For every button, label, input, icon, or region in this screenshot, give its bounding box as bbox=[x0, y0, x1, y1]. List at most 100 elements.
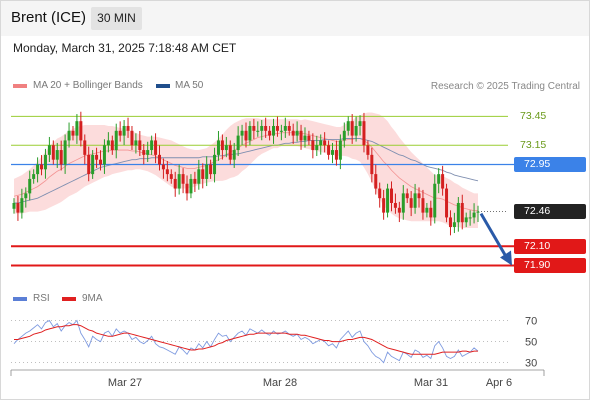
candle-body bbox=[169, 174, 173, 179]
candle-body bbox=[122, 125, 126, 136]
candle-body bbox=[350, 121, 354, 136]
candle-body bbox=[228, 145, 232, 160]
candle-body bbox=[220, 140, 224, 151]
candle-body bbox=[346, 121, 350, 131]
forecast-arrow-shaft bbox=[479, 212, 508, 258]
x-tick-label: Mar 27 bbox=[108, 377, 142, 389]
candle-body bbox=[185, 183, 189, 194]
rsi-legend-swatch bbox=[13, 297, 27, 301]
candle-body bbox=[299, 130, 303, 141]
rsi-tick-label: 50 bbox=[525, 337, 537, 349]
candle-body bbox=[311, 140, 315, 151]
candle-body bbox=[118, 130, 122, 136]
candle-body bbox=[150, 140, 154, 151]
candle-body bbox=[264, 125, 268, 131]
candle-body bbox=[409, 198, 413, 208]
support-label: 71.90 bbox=[514, 258, 586, 274]
candle-body bbox=[12, 202, 16, 209]
candle-body bbox=[157, 154, 161, 165]
candle-body bbox=[358, 121, 362, 126]
candle-body bbox=[472, 212, 476, 218]
candle-body bbox=[275, 125, 279, 131]
candle-body bbox=[130, 130, 134, 146]
candle-body bbox=[32, 174, 36, 179]
ma9-legend-swatch bbox=[62, 297, 76, 301]
candle-body bbox=[417, 193, 421, 199]
candle-body bbox=[87, 154, 91, 175]
candle-body bbox=[378, 188, 382, 199]
candle-body bbox=[99, 159, 103, 165]
timestamp: Monday, March 31, 2025 7:18:48 AM CET bbox=[13, 41, 237, 55]
candle-body bbox=[441, 174, 445, 189]
candle-body bbox=[354, 125, 358, 136]
candle-body bbox=[197, 169, 201, 184]
candle-body bbox=[142, 150, 146, 155]
candle-body bbox=[20, 198, 24, 213]
ma-bb-legend-label: MA 20 + Bollinger Bands bbox=[33, 80, 143, 91]
candle-body bbox=[362, 121, 366, 146]
ma50-legend-label: MA 50 bbox=[175, 80, 204, 91]
candle-body bbox=[331, 150, 335, 155]
candle-body bbox=[433, 183, 437, 218]
candle-body bbox=[448, 217, 452, 228]
candle-body bbox=[468, 217, 472, 219]
candle-body bbox=[334, 150, 338, 160]
candle-body bbox=[374, 174, 378, 189]
candle-body bbox=[236, 135, 240, 151]
candle-body bbox=[452, 222, 456, 228]
candle-body bbox=[287, 125, 291, 131]
candle-body bbox=[173, 178, 177, 189]
candle-body bbox=[260, 125, 264, 131]
x-tick-label: Apr 6 bbox=[486, 377, 512, 389]
candle-body bbox=[437, 174, 441, 184]
candle-body bbox=[110, 140, 114, 151]
last-price-label: 72.46 bbox=[514, 204, 586, 220]
candle-body bbox=[63, 140, 67, 165]
candle-body bbox=[291, 130, 295, 136]
candle-body bbox=[201, 169, 205, 179]
ma-bb-legend-swatch bbox=[13, 84, 27, 88]
resistance-label: 73.45 bbox=[520, 109, 547, 122]
candle-body bbox=[256, 130, 260, 132]
candle-body bbox=[248, 125, 252, 141]
candle-body bbox=[28, 178, 32, 194]
timeframe-button[interactable]: 30 MIN bbox=[91, 7, 142, 30]
pivot-label: 72.95 bbox=[514, 156, 586, 172]
candle-body bbox=[476, 211, 480, 213]
candle-body bbox=[91, 154, 95, 175]
candle-body bbox=[71, 130, 75, 136]
candle-body bbox=[24, 193, 28, 199]
candle-body bbox=[40, 164, 44, 170]
x-tick-label: Mar 31 bbox=[414, 377, 448, 389]
candle-body bbox=[421, 198, 425, 213]
candle-body bbox=[165, 169, 169, 175]
candle-body bbox=[405, 193, 409, 199]
candle-body bbox=[295, 130, 299, 136]
candle-body bbox=[95, 154, 99, 160]
candle-body bbox=[209, 164, 213, 175]
candle-body bbox=[51, 145, 55, 160]
forecast-arrow-head bbox=[500, 250, 512, 266]
rsi-ma9-line bbox=[14, 324, 478, 355]
candle-body bbox=[366, 145, 370, 155]
candle-body bbox=[43, 154, 47, 170]
candle-body bbox=[303, 135, 307, 141]
candle-body bbox=[389, 188, 393, 203]
rsi-tick-label: 70 bbox=[525, 315, 537, 327]
candle-body bbox=[319, 140, 323, 146]
candle-body bbox=[189, 178, 193, 194]
candle-body bbox=[279, 130, 283, 132]
candle-body bbox=[213, 154, 217, 175]
candle-body bbox=[224, 145, 228, 151]
candle-body bbox=[106, 140, 110, 146]
candle-body bbox=[397, 207, 401, 213]
candle-body bbox=[386, 188, 390, 213]
candle-body bbox=[205, 164, 209, 179]
candle-body bbox=[161, 164, 165, 170]
candle-body bbox=[401, 193, 405, 213]
candle-body bbox=[138, 140, 142, 151]
candle-body bbox=[252, 125, 256, 131]
candle-body bbox=[83, 140, 87, 155]
